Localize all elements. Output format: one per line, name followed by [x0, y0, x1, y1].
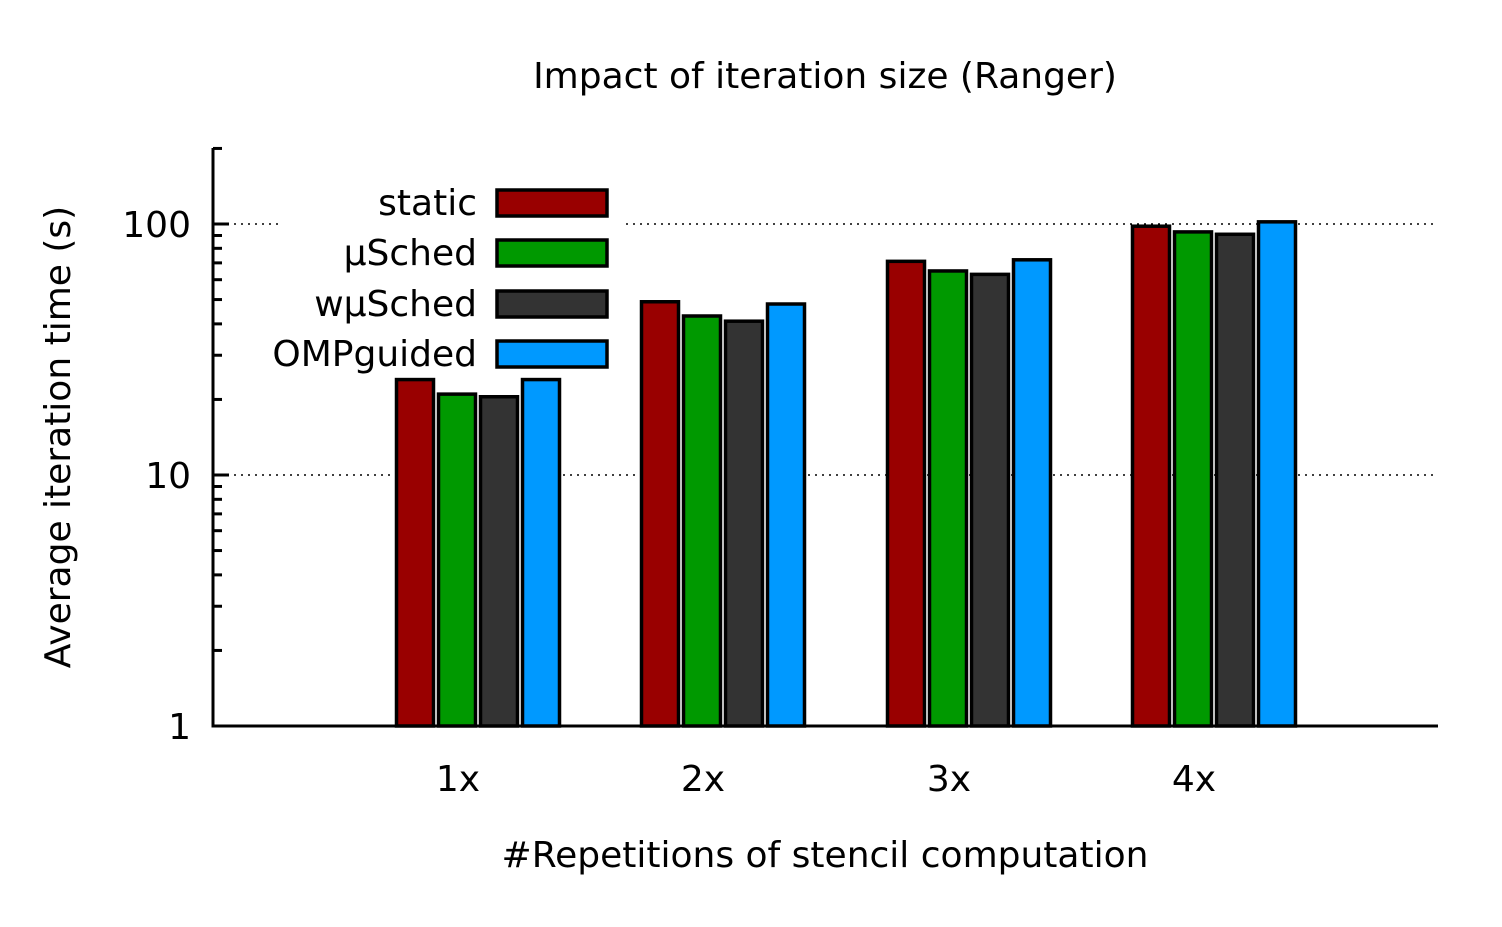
bar-4x-wµSched — [1214, 232, 1256, 728]
y-ticks: 1 10 100 — [122, 146, 229, 748]
bar-3x-wµSched — [969, 272, 1011, 728]
x-tick-label: 3x — [927, 759, 971, 800]
bar-4x-OMPguided — [1256, 220, 1298, 728]
x-axis-label: #Repetitions of stencil computation — [502, 835, 1149, 876]
y-tick-label: 1 — [168, 707, 191, 748]
bar-4x-static — [1130, 224, 1172, 728]
legend-label: OMPguided — [272, 334, 477, 375]
bar-1x-wµSched — [478, 394, 520, 728]
legend-swatch — [495, 289, 609, 319]
legend: static µSched wµSched OMPguided — [272, 183, 609, 375]
legend-swatch — [495, 238, 609, 268]
bar-4x-µSched — [1172, 230, 1214, 728]
bar-3x-OMPguided — [1011, 258, 1053, 728]
bars — [394, 220, 1298, 728]
bar-3x-static — [885, 259, 927, 728]
x-tick-label: 4x — [1172, 759, 1216, 800]
bar-1x-µSched — [436, 392, 478, 728]
y-axis-label: Average iteration time (s) — [38, 206, 79, 668]
y-tick-label: 10 — [145, 456, 191, 497]
bar-2x-µSched — [681, 314, 723, 728]
bar-2x-OMPguided — [765, 302, 807, 728]
bar-3x-µSched — [927, 269, 969, 728]
legend-swatch — [495, 188, 609, 218]
bar-1x-static — [394, 377, 436, 728]
chart-title: Impact of iteration size (Ranger) — [533, 56, 1117, 97]
axes — [211, 148, 1438, 728]
legend-label: static — [378, 183, 477, 224]
bar-2x-static — [639, 300, 681, 728]
legend-label: µSched — [344, 233, 477, 274]
legend-swatch — [495, 339, 609, 369]
x-tick-labels: 1x 2x 3x 4x — [436, 759, 1216, 800]
x-tick-label: 1x — [436, 759, 480, 800]
y-tick-label: 100 — [122, 205, 191, 246]
x-tick-label: 2x — [681, 759, 725, 800]
legend-label: wµSched — [314, 284, 477, 325]
bar-1x-OMPguided — [520, 377, 562, 728]
bar-2x-wµSched — [723, 319, 765, 728]
